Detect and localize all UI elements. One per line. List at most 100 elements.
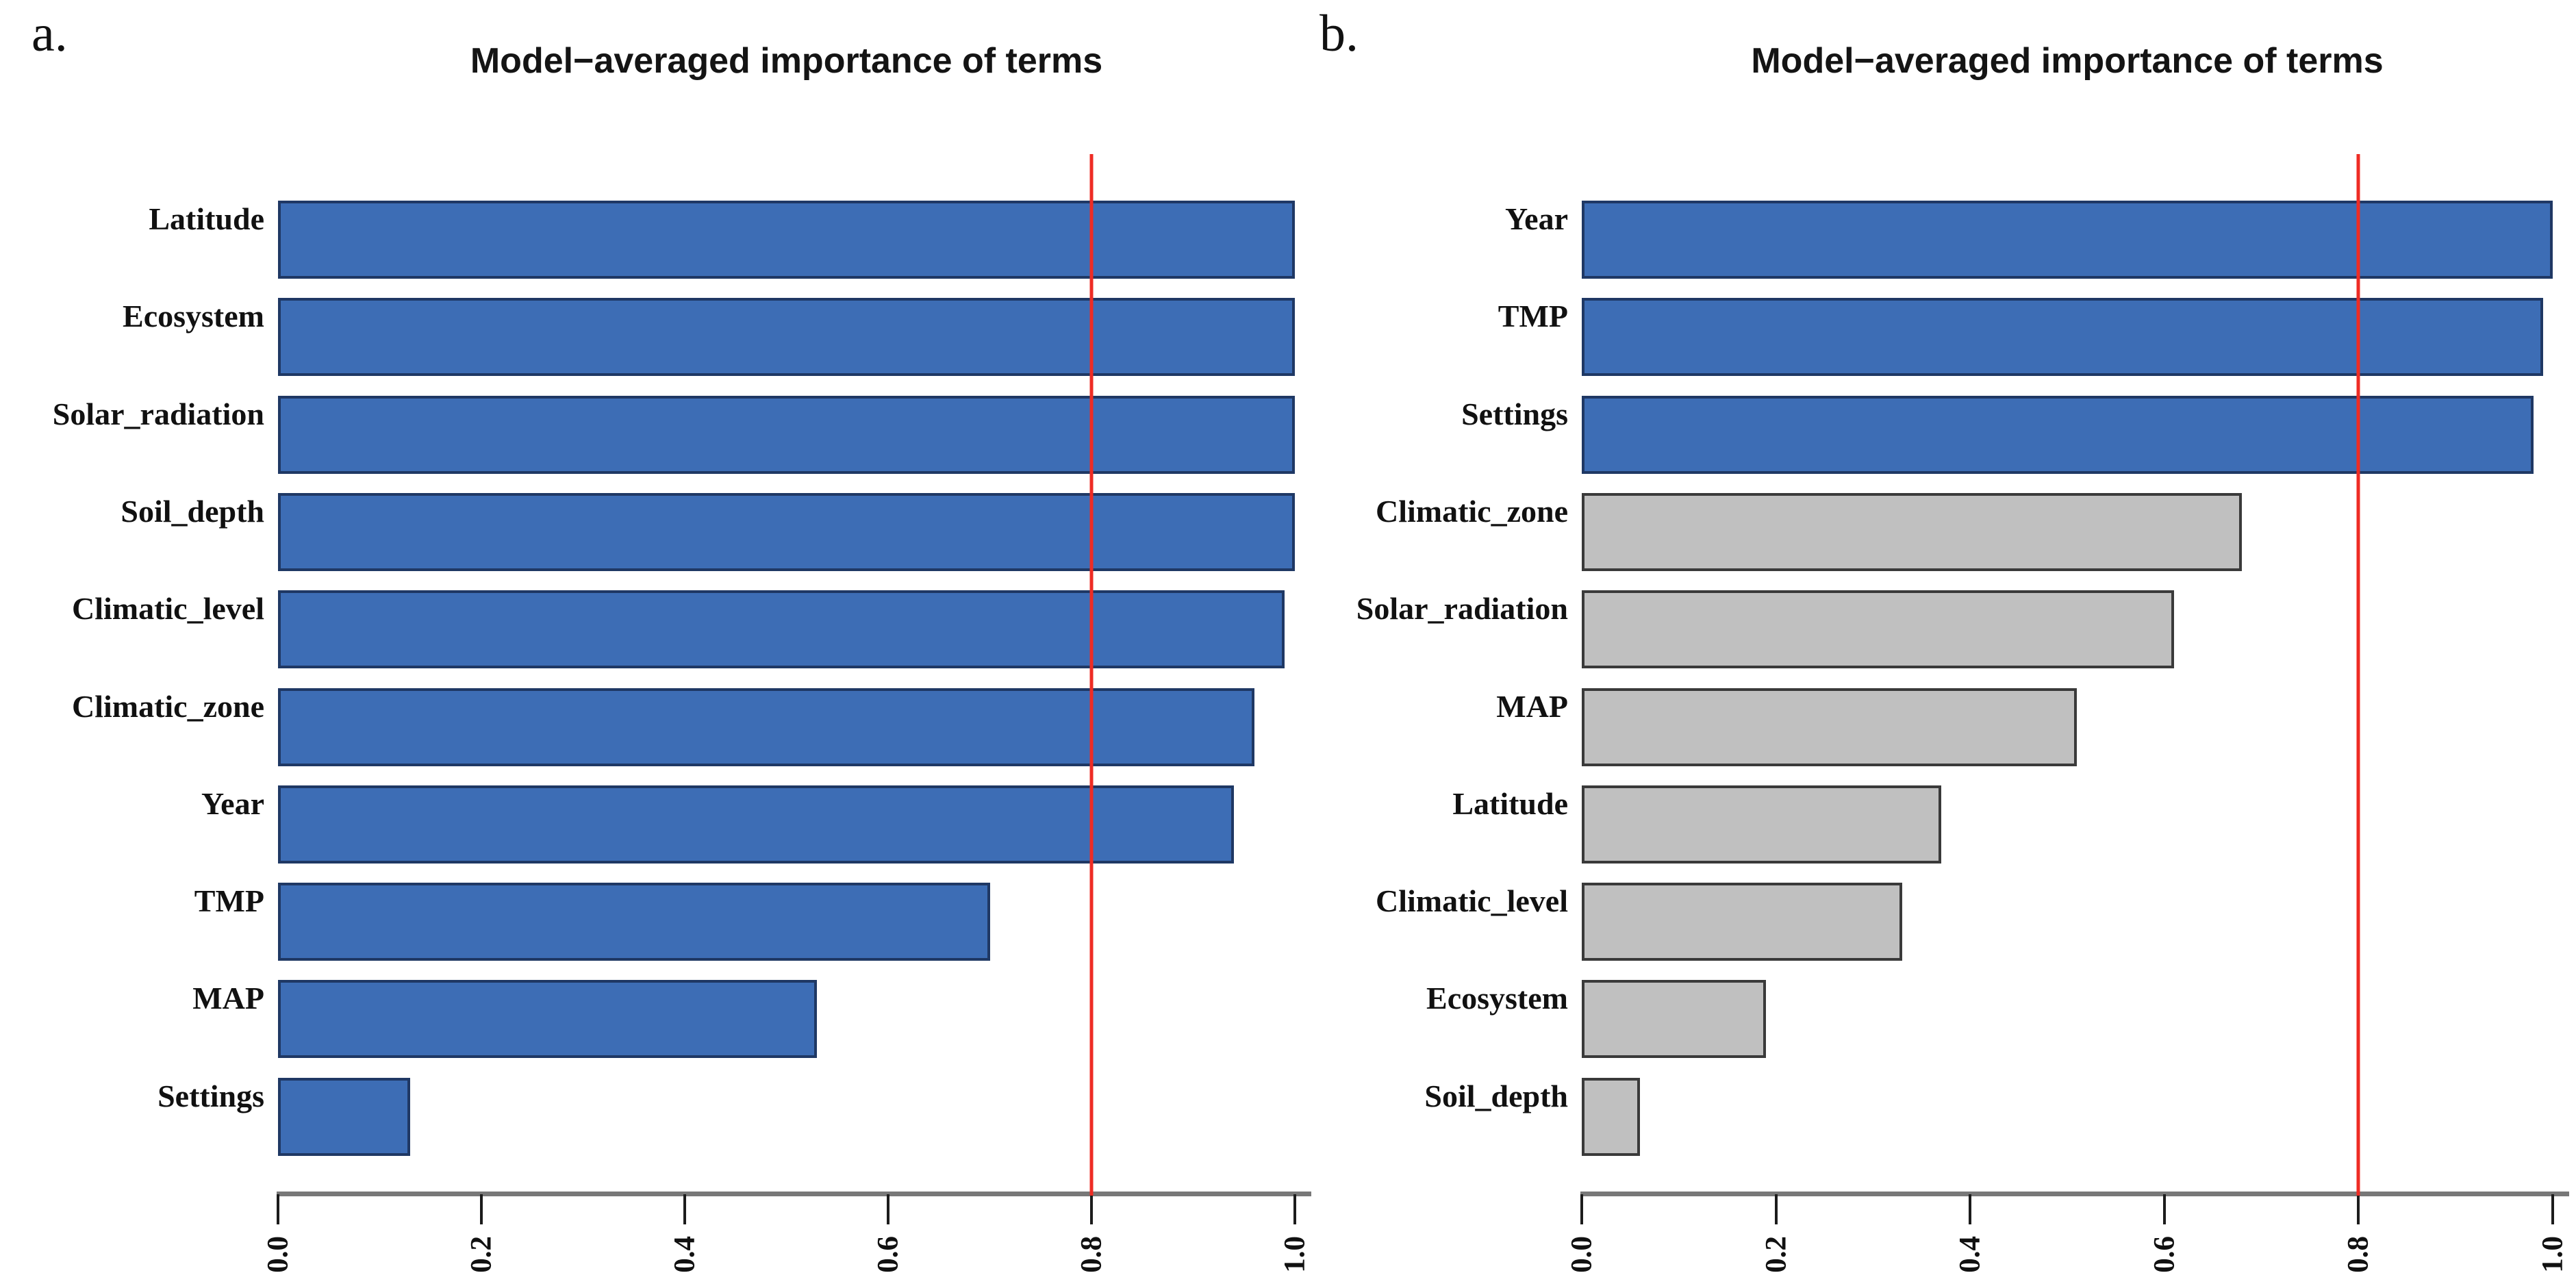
category-label: Soil_depth — [1424, 1078, 1568, 1113]
x-tick-label: 0.8 — [2342, 1236, 2375, 1273]
x-tick-label: 0.8 — [1075, 1236, 1109, 1273]
importance-bar — [278, 883, 990, 961]
x-tick-label: 0.2 — [1759, 1236, 1793, 1273]
bar-row: Year — [201, 785, 1295, 864]
category-label: TMP — [194, 883, 264, 919]
importance-bar — [1582, 201, 2553, 279]
bar-row: MAP — [1496, 688, 2553, 766]
bar-row: MAP — [192, 980, 1295, 1059]
category-label: Latitude — [149, 201, 264, 236]
importance-bar — [278, 785, 1234, 864]
category-label: Climatic_zone — [1375, 493, 1568, 529]
x-tick — [1293, 1194, 1296, 1224]
x-tick-label: 0.6 — [872, 1236, 905, 1273]
x-tick-label: 0.4 — [668, 1236, 702, 1273]
importance-bar — [1582, 1077, 1641, 1156]
panel-title: Model−averaged importance of terms — [1751, 41, 2384, 81]
importance-bar — [278, 590, 1285, 669]
importance-bar — [278, 298, 1295, 377]
x-tick-label-text: 0.0 — [262, 1236, 294, 1273]
category-label: TMP — [1498, 299, 1568, 334]
threshold-line — [1089, 154, 1094, 1196]
x-axis — [277, 1192, 1311, 1196]
bar-row: Ecosystem — [1426, 980, 2553, 1059]
category-label: MAP — [192, 981, 264, 1016]
x-tick-label-text: 0.2 — [1760, 1236, 1793, 1273]
panel-title: Model−averaged importance of terms — [470, 41, 1103, 81]
category-label: Year — [201, 785, 264, 821]
x-tick — [1580, 1194, 1583, 1224]
bar-row: TMP — [194, 883, 1295, 961]
x-tick — [887, 1194, 889, 1224]
x-tick-label-text: 0.0 — [1565, 1236, 1598, 1273]
x-tick-label-text: 1.0 — [2536, 1236, 2569, 1273]
x-tick — [2162, 1194, 2166, 1224]
category-label: Ecosystem — [123, 299, 264, 334]
x-tick-label-text: 0.4 — [668, 1236, 701, 1273]
bar-row: TMP — [1498, 298, 2553, 377]
x-tick-label: 0.4 — [1954, 1236, 1987, 1273]
bar-row: Soil_depth — [121, 492, 1295, 571]
x-tick-label: 1.0 — [2536, 1236, 2570, 1273]
importance-bar — [278, 980, 818, 1059]
importance-bar — [278, 201, 1295, 279]
x-tick — [480, 1194, 483, 1224]
x-tick — [1774, 1194, 1778, 1224]
category-label: Latitude — [1452, 785, 1568, 821]
x-tick-label-text: 0.8 — [1075, 1236, 1108, 1273]
importance-bar — [1582, 395, 2534, 474]
bar-row: Ecosystem — [123, 298, 1295, 377]
category-label: Solar_radiation — [52, 396, 264, 431]
bar-row: Soil_depth — [1424, 1077, 2553, 1156]
x-tick-label: 0.0 — [262, 1236, 295, 1273]
bar-row: Solar_radiation — [1356, 590, 2553, 669]
threshold-line — [2356, 154, 2360, 1196]
plot-area: Latitude Ecosystem Solar_radiation Soil_dep… — [53, 154, 1311, 1273]
x-tick — [277, 1194, 279, 1224]
category-label: Climatic_level — [71, 591, 264, 627]
importance-bar — [1582, 980, 1767, 1059]
importance-bar — [1582, 590, 2174, 669]
category-label: Climatic_zone — [71, 688, 264, 724]
x-tick — [683, 1194, 686, 1224]
x-tick-label-text: 0.6 — [872, 1236, 905, 1273]
bar-row: Settings — [1461, 395, 2553, 474]
importance-bar — [1582, 492, 2243, 571]
panel-a: a. Model−averaged importance of terms La… — [0, 0, 1311, 1273]
bar-row: Climatic_level — [1376, 883, 2553, 961]
importance-bar — [1582, 785, 1941, 864]
panel-b: b. Model−averaged importance of terms Ye… — [1288, 0, 2576, 1273]
category-label: Climatic_level — [1375, 883, 1568, 919]
x-tick — [1090, 1194, 1093, 1224]
x-tick-label-text: 0.8 — [2342, 1236, 2375, 1273]
category-label: Solar_radiation — [1356, 591, 1568, 627]
category-label: Year — [1505, 201, 1568, 236]
category-label: Ecosystem — [1426, 981, 1568, 1016]
panel-letter: b. — [1319, 5, 1359, 62]
bar-row: Latitude — [1452, 785, 2553, 864]
x-tick-label-text: 0.6 — [2148, 1236, 2181, 1273]
x-tick-label-text: 0.2 — [465, 1236, 498, 1273]
category-label: MAP — [1496, 688, 1568, 724]
bar-row: Latitude — [149, 201, 1295, 279]
x-tick-label: 0.0 — [1565, 1236, 1599, 1273]
category-label: Soil_depth — [121, 493, 264, 529]
importance-bar — [278, 688, 1254, 766]
x-tick — [2551, 1194, 2554, 1224]
bar-row: Climatic_level — [72, 590, 1295, 669]
importance-bar — [1582, 883, 1902, 961]
bar-row: Climatic_zone — [1376, 492, 2553, 571]
panel-letter: a. — [31, 5, 68, 62]
plot-area: Year TMP Settings Climatic_zone Solar_radiat… — [1356, 154, 2569, 1273]
importance-bar — [278, 492, 1295, 571]
x-tick — [2357, 1194, 2360, 1224]
x-axis — [1580, 1192, 2569, 1196]
x-tick — [1969, 1194, 1972, 1224]
bar-row: Climatic_zone — [72, 688, 1295, 766]
bar-row: Year — [1505, 201, 2553, 279]
importance-bar — [1582, 298, 2543, 377]
x-tick-label-text: 0.4 — [1954, 1236, 1986, 1273]
importance-bar — [278, 395, 1295, 474]
x-tick-label: 0.2 — [465, 1236, 498, 1273]
